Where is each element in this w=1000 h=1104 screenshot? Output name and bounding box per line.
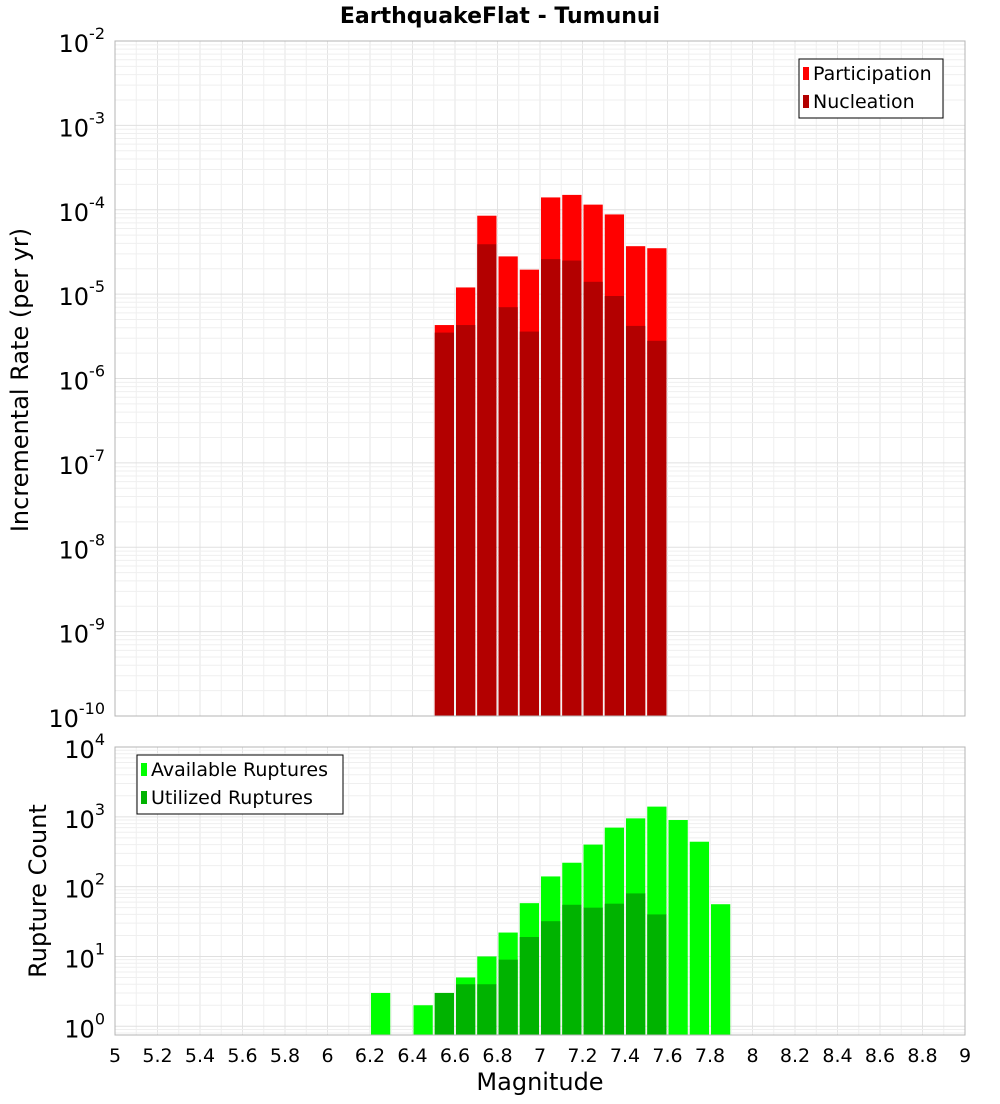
bottom-plot-bars (371, 806, 731, 1035)
x-tick-label: 5.4 (185, 1045, 215, 1067)
top-plot-frame (114, 40, 966, 717)
count-bar-utilized-ruptures (456, 984, 476, 1035)
top-legend-box (798, 58, 944, 119)
x-tick-label: 6.8 (482, 1045, 512, 1067)
x-tick-label: 5.2 (142, 1045, 172, 1067)
x-tick-label: 5.8 (270, 1045, 300, 1067)
legend-swatch-nucleation (803, 95, 809, 108)
x-tick-label: 7.8 (695, 1045, 725, 1067)
legend-label-participation: Participation (813, 63, 932, 85)
count-bar-utilized-ruptures (583, 907, 603, 1035)
x-tick-label: 6.6 (440, 1045, 470, 1067)
rate-bar-nucleation (498, 307, 518, 716)
count-bar-utilized-ruptures (519, 936, 539, 1035)
x-tick-label: 6 (321, 1045, 333, 1067)
x-tick-label: 7.2 (567, 1045, 597, 1067)
x-tick-label: 8.4 (822, 1045, 852, 1067)
x-tick-label: 7.6 (652, 1045, 682, 1067)
count-bar-available-ruptures (413, 1005, 433, 1035)
rate-bar-nucleation (541, 259, 561, 716)
top-y-axis-label: Incremental Rate (per yr) (6, 228, 34, 532)
chart-title: EarthquakeFlat - Tumunui (340, 4, 660, 29)
x-tick-label: 7 (534, 1045, 546, 1067)
x-tick-label: 6.4 (397, 1045, 427, 1067)
top-y-tick-label: 10-4 (59, 193, 106, 227)
x-tick-label: 7.4 (610, 1045, 640, 1067)
top-plot-bars (434, 194, 667, 717)
x-axis-label: Magnitude (476, 1068, 603, 1096)
x-tick-label: 8.6 (865, 1045, 895, 1067)
rate-bar-nucleation (519, 331, 539, 716)
x-tick-label: 5 (109, 1045, 121, 1067)
bottom-y-tick-label: 103 (64, 800, 105, 834)
count-bar-utilized-ruptures (498, 959, 518, 1035)
x-tick-label: 9 (959, 1045, 971, 1067)
count-bar-available-ruptures (711, 904, 731, 1035)
top-legend: Participation Nucleation (798, 58, 944, 119)
top-y-tick-label: 10-5 (59, 277, 106, 311)
rate-bar-nucleation (456, 325, 476, 716)
count-bar-utilized-ruptures (647, 914, 667, 1035)
top-y-tick-labels: 10-10 10-9 10-8 10-7 10-6 10-5 10-4 10-3 10-2 (48, 24, 105, 733)
bottom-y-axis-label: Rupture Count (24, 804, 52, 978)
bottom-y-tick-label: 102 (64, 870, 105, 904)
rate-bar-nucleation (604, 296, 624, 716)
count-bar-available-ruptures (668, 820, 688, 1035)
rate-bar-nucleation (626, 325, 646, 716)
count-bar-utilized-ruptures (604, 903, 624, 1035)
top-plot-grid (114, 40, 966, 717)
rate-bar-nucleation (434, 332, 454, 716)
rate-bar-nucleation (647, 340, 667, 716)
count-bar-available-ruptures (371, 992, 391, 1035)
top-y-tick-label: 10-9 (59, 615, 106, 649)
top-y-tick-label: 10-7 (59, 446, 106, 480)
top-y-tick-label: 10-2 (59, 24, 106, 58)
rate-bar-nucleation (477, 244, 497, 717)
bottom-legend-box (136, 754, 344, 815)
rate-bar-nucleation (562, 260, 582, 716)
x-tick-label: 8.2 (780, 1045, 810, 1067)
x-tick-label: 8 (746, 1045, 758, 1067)
legend-swatch-utilized-ruptures (141, 791, 147, 804)
count-bar-available-ruptures (689, 841, 709, 1035)
legend-label-nucleation: Nucleation (813, 91, 915, 113)
rate-bar-nucleation (583, 281, 603, 716)
top-y-tick-label: 10-10 (48, 699, 105, 733)
count-bar-utilized-ruptures (541, 921, 561, 1035)
count-bar-utilized-ruptures (562, 904, 582, 1035)
x-tick-label: 6.2 (355, 1045, 385, 1067)
top-y-tick-label: 10-6 (59, 362, 106, 396)
top-y-tick-label: 10-3 (59, 108, 106, 142)
bottom-y-tick-labels: 100 101 102 103 104 (64, 730, 105, 1043)
x-tick-labels: 5 5.2 5.4 5.6 5.8 6 6.2 6.4 6.6 6.8 7 7.2 7.4 7.6 7.8 8… (109, 1045, 971, 1067)
bottom-y-tick-label: 104 (64, 730, 105, 764)
bottom-y-tick-label: 100 (64, 1009, 105, 1043)
legend-label-utilized-ruptures: Utilized Ruptures (151, 787, 313, 809)
top-y-tick-label: 10-8 (59, 530, 106, 564)
legend-label-available-ruptures: Available Ruptures (151, 759, 328, 781)
count-bar-utilized-ruptures (434, 992, 454, 1035)
bottom-plot-frame (114, 746, 966, 1036)
bottom-legend: Available Ruptures Utilized Ruptures (136, 754, 344, 815)
count-bar-utilized-ruptures (626, 893, 646, 1035)
x-tick-label: 5.6 (227, 1045, 257, 1067)
legend-swatch-available-ruptures (141, 763, 147, 776)
legend-swatch-participation (803, 67, 809, 80)
count-bar-utilized-ruptures (477, 984, 497, 1035)
x-tick-label: 8.8 (907, 1045, 937, 1067)
bottom-y-tick-label: 101 (64, 939, 105, 973)
